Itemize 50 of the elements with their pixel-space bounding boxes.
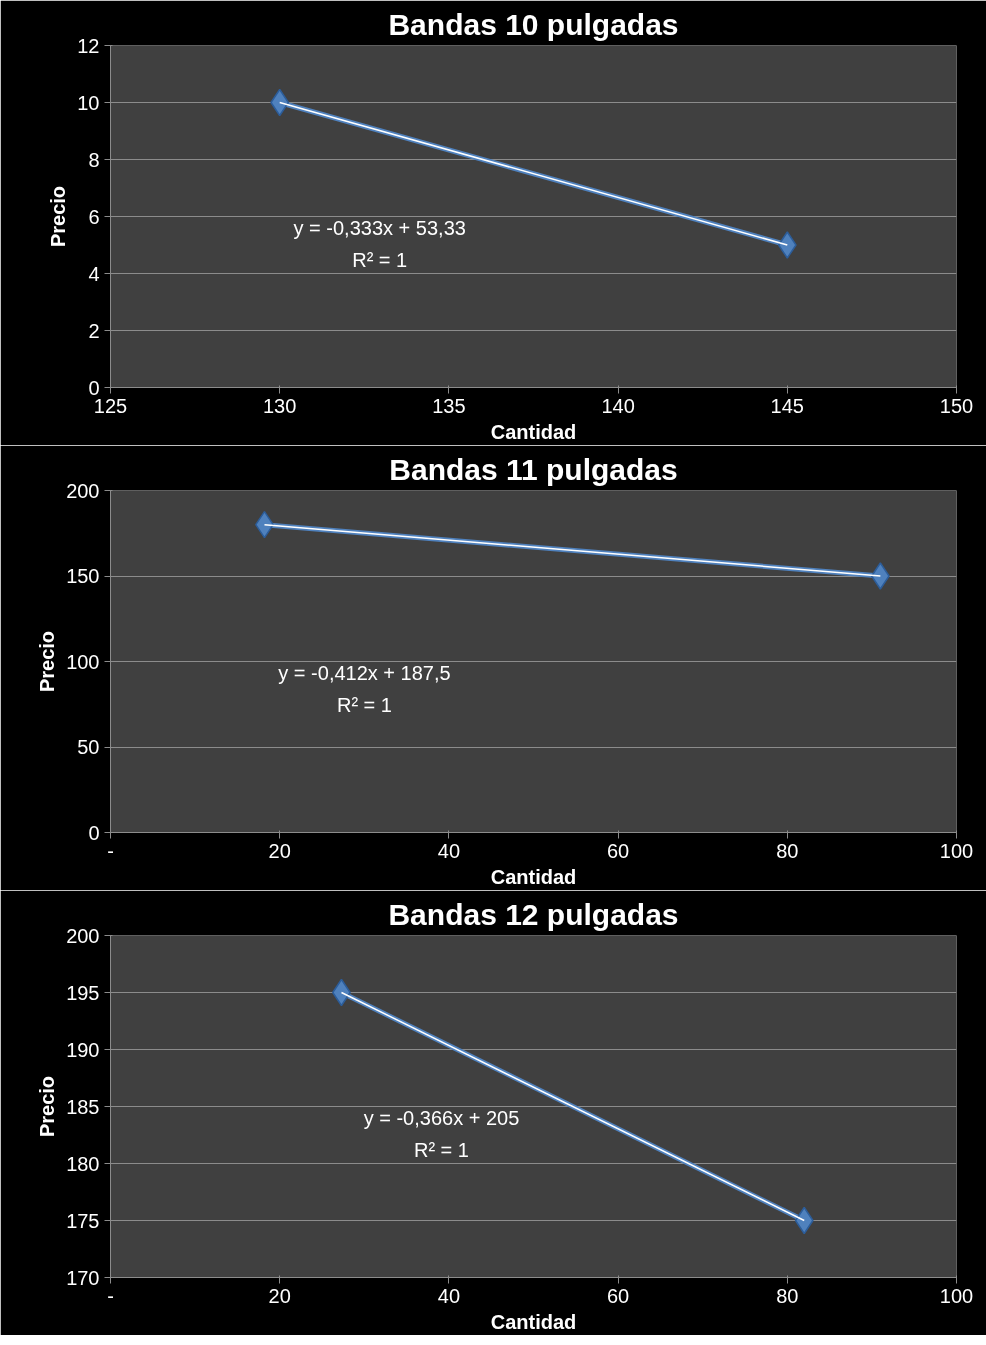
x-tick-label: 60	[606, 1284, 630, 1307]
x-tick-label: 80	[776, 1284, 799, 1307]
y-tick-label: 100	[66, 650, 100, 673]
x-tick-label: 100	[939, 839, 974, 862]
y-tick-label: 200	[66, 924, 100, 947]
annotation: y = -0,333x + 53,33	[293, 216, 466, 239]
x-tick-label: 40	[437, 839, 461, 862]
x-tick-label: 80	[776, 839, 799, 862]
y-axis-title: Precio	[47, 185, 70, 248]
x-axis-title: Cantidad	[490, 420, 577, 443]
x-tick-label: 100	[939, 1284, 974, 1307]
y-tick-label: 12	[77, 34, 100, 57]
x-axis-title: Cantidad	[490, 1310, 577, 1333]
y-tick-label: 190	[66, 1038, 100, 1061]
x-tick-label: 60	[606, 839, 630, 862]
annotation: R² = 1	[413, 1138, 469, 1161]
chart-title: Bandas 11 pulgadas	[389, 452, 678, 486]
x-tick-label: 135	[432, 394, 466, 417]
y-tick-label: 180	[66, 1152, 100, 1175]
chart-title: Bandas 12 pulgadas	[388, 897, 679, 931]
y-tick-label: 6	[88, 205, 100, 228]
x-tick-label: 20	[268, 1284, 291, 1307]
y-tick-label: 8	[88, 148, 100, 171]
y-tick-label: 195	[66, 981, 100, 1004]
x-tick-label: 20	[268, 839, 291, 862]
y-tick-label: 150	[66, 565, 100, 587]
x-tick-label: 140	[601, 394, 635, 417]
y-axis-title: Precio	[36, 1075, 59, 1138]
annotation: R² = 1	[336, 693, 392, 716]
x-tick-label: 130	[263, 394, 297, 417]
y-tick-label: 200	[66, 479, 100, 502]
y-tick-label: 185	[66, 1095, 100, 1118]
x-tick-label: -	[107, 839, 114, 862]
y-axis-title: Precio	[36, 630, 59, 693]
y-tick-label: 50	[77, 736, 100, 758]
annotation: R² = 1	[352, 248, 408, 271]
x-tick-label: 150	[939, 394, 974, 417]
x-tick-label: 145	[770, 394, 804, 417]
annotation: y = -0,366x + 205	[363, 1106, 520, 1129]
chart-title: Bandas 10 pulgadas	[388, 7, 679, 41]
y-tick-label: 175	[66, 1209, 100, 1232]
x-axis-title: Cantidad	[490, 865, 577, 888]
y-tick-label: 0	[88, 821, 100, 844]
y-tick-label: 2	[88, 319, 100, 342]
annotation: y = -0,412x + 187,5	[278, 661, 451, 684]
x-tick-label: -	[107, 1284, 114, 1307]
y-tick-label: 170	[66, 1266, 100, 1289]
y-tick-label: 4	[88, 262, 100, 285]
x-tick-label: 40	[437, 1284, 461, 1307]
y-tick-label: 10	[77, 91, 100, 114]
